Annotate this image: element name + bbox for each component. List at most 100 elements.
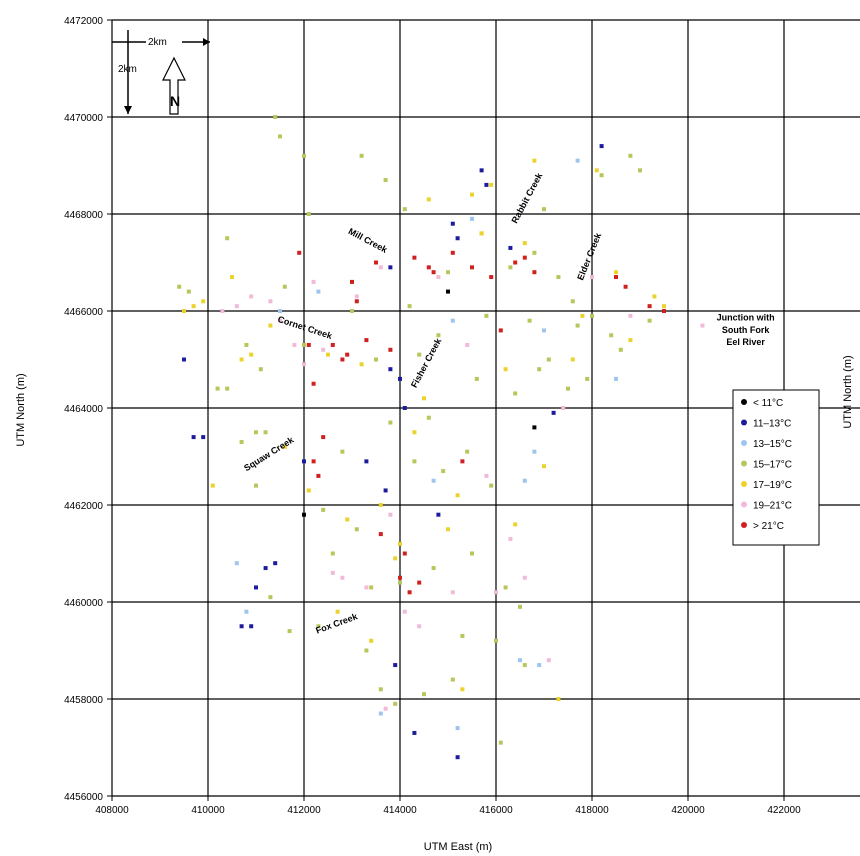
- temperature-point: [378, 265, 383, 270]
- temperature-point: [426, 415, 431, 420]
- legend-marker: [741, 522, 747, 528]
- temperature-point: [234, 561, 239, 566]
- temperature-point: [398, 376, 402, 381]
- temperature-point: [383, 706, 388, 711]
- temperature-point: [474, 376, 479, 381]
- scale-arrow-right-icon: [203, 38, 210, 46]
- temperature-point: [556, 697, 561, 701]
- temperature-point: [278, 318, 282, 323]
- temperature-point: [239, 624, 244, 629]
- temperature-point: [489, 182, 494, 187]
- temperature-point: [273, 561, 278, 566]
- temperature-point: [436, 275, 441, 280]
- temperature-point: [278, 309, 282, 313]
- temperature-point: [182, 357, 186, 362]
- temperature-point: [700, 323, 705, 328]
- creek-label: Fox Creek: [314, 611, 359, 636]
- y-tick-label: 4466000: [64, 307, 103, 318]
- temperature-point: [436, 333, 441, 338]
- temperature-point: [542, 328, 546, 333]
- temperature-point: [388, 367, 393, 372]
- temperature-point: [594, 168, 599, 173]
- legend: < 11°C 11–13°C 13–15°C 15–17°C 17–19°C 19–21°…: [732, 389, 820, 546]
- axis-ticks: 408000 410000 412000 414000 416000 418000 4200…: [64, 16, 801, 816]
- temperature-point: [513, 260, 518, 265]
- temperature-point: [350, 279, 354, 284]
- temperature-point: [254, 430, 258, 435]
- y-tick-label: 4462000: [64, 501, 103, 512]
- scale-label-horizontal: 2km: [148, 37, 167, 48]
- temperature-point: [201, 299, 206, 304]
- temperature-point: [623, 284, 628, 289]
- temperature-point: [575, 158, 580, 163]
- temperature-point: [383, 488, 388, 493]
- x-tick-label: 414000: [383, 805, 417, 816]
- temperature-point: [388, 512, 393, 517]
- temperature-point: [450, 250, 455, 255]
- temperature-point: [513, 391, 518, 396]
- x-tick-label: 412000: [287, 805, 321, 816]
- temperature-point: [465, 449, 470, 454]
- x-tick-label: 410000: [191, 805, 225, 816]
- y-tick-label: 4472000: [64, 16, 103, 27]
- temperature-point: [426, 265, 431, 270]
- temperature-point: [354, 294, 359, 299]
- temperature-point: [450, 318, 455, 323]
- temperature-point: [470, 192, 474, 197]
- temperature-point: [638, 168, 642, 173]
- temperature-point: [182, 309, 186, 313]
- x-tick-label: 420000: [671, 805, 705, 816]
- temperature-point: [537, 367, 542, 372]
- temperature-point: [326, 352, 330, 357]
- temperature-point: [378, 711, 383, 716]
- temperature-point: [460, 459, 465, 464]
- temperature-point: [407, 590, 412, 595]
- temperature-point: [446, 270, 450, 275]
- temperature-point: [599, 144, 604, 149]
- temperature-point: [441, 469, 446, 474]
- temperature-point: [532, 158, 537, 163]
- temperature-point: [460, 687, 465, 692]
- legend-label: 11–13°C: [753, 419, 791, 430]
- north-label: N: [170, 93, 180, 109]
- temperature-point: [330, 551, 335, 556]
- temperature-point: [354, 527, 359, 532]
- temperature-point: [225, 386, 230, 391]
- temperature-point: [628, 313, 633, 318]
- temperature-point: [412, 730, 417, 735]
- temperature-point: [498, 740, 503, 745]
- y-axis-label: UTM North (m): [15, 373, 27, 446]
- temperature-point: [522, 663, 527, 668]
- scale-label-bg: [146, 34, 182, 46]
- temperature-point: [513, 522, 518, 527]
- temperature-point: [234, 304, 239, 309]
- temperature-point: [340, 575, 345, 580]
- temperature-point: [388, 347, 393, 352]
- temperature-point: [244, 609, 249, 614]
- temperature-point: [522, 478, 527, 483]
- x-axis-label: UTM East (m): [424, 841, 492, 853]
- temperature-point: [532, 425, 537, 430]
- temperature-point: [354, 299, 359, 304]
- x-tick-label: 416000: [479, 805, 513, 816]
- creek-label: South Fork: [722, 325, 770, 335]
- temperature-point: [383, 178, 388, 183]
- temperature-point: [359, 153, 364, 158]
- temperature-point: [321, 347, 326, 352]
- temperature-point: [546, 357, 551, 362]
- temperature-point: [316, 624, 321, 629]
- temperature-point: [316, 289, 321, 294]
- y-tick-label: 4458000: [64, 695, 103, 706]
- y-tick-label: 4460000: [64, 598, 103, 609]
- temperature-point: [359, 362, 364, 367]
- temperature-point: [302, 342, 306, 347]
- temperature-point: [614, 376, 618, 381]
- temperature-point: [498, 328, 503, 333]
- temperature-point: [470, 551, 474, 556]
- temperature-point: [537, 663, 542, 668]
- temperature-point: [239, 439, 244, 444]
- y-tick-label: 4456000: [64, 792, 103, 803]
- temperature-point: [470, 265, 474, 270]
- temperature-point: [345, 517, 350, 522]
- temperature-point: [369, 638, 374, 643]
